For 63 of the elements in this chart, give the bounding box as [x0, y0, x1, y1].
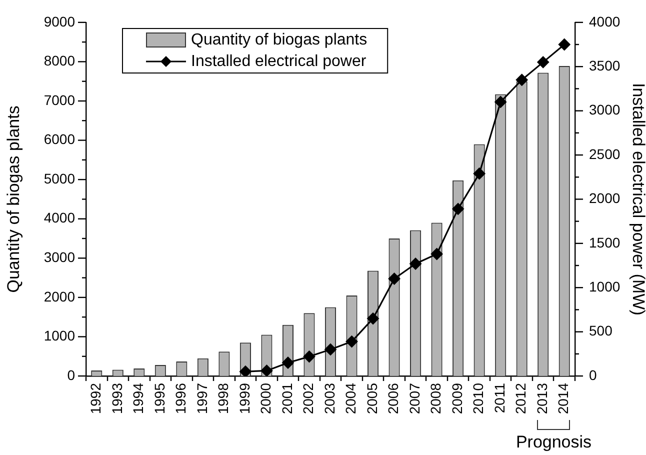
- legend-label: Installed electrical power: [191, 52, 367, 70]
- y2-tick-label: 1000: [589, 278, 620, 294]
- y-tick-label: 0: [67, 366, 76, 383]
- point: [388, 272, 400, 285]
- y-tick-label: 5000: [44, 170, 76, 186]
- x-tick-label: 1999: [236, 382, 252, 414]
- point: [430, 248, 443, 260]
- x-tick-label: 2004: [342, 382, 359, 414]
- point: [452, 202, 464, 215]
- point: [558, 38, 570, 50]
- x-tick-label: 2009: [448, 382, 465, 414]
- x-tick-label: 2007: [406, 382, 422, 414]
- x-tick-label: 1996: [172, 382, 189, 414]
- x-tick-label: 2002: [300, 382, 316, 414]
- y-tick-label: 1000: [44, 328, 76, 344]
- point: [367, 312, 380, 325]
- point: [324, 343, 336, 356]
- y2-tick-label: 2000: [589, 190, 620, 206]
- x-tick-label: 2014: [555, 382, 572, 414]
- x-tick-label: 2010: [470, 382, 486, 414]
- y2-tick-label: 500: [589, 322, 613, 339]
- x-tick-label: 2013: [534, 382, 550, 414]
- x-tick-label: 1994: [130, 382, 146, 414]
- legend-label: Quantity of biogas plants: [191, 31, 368, 48]
- point: [303, 350, 316, 363]
- x-tick-label: 2012: [512, 382, 529, 414]
- x-tick-label: 2008: [428, 382, 444, 414]
- y-axis-title: Quantity of biogas plants: [4, 106, 24, 293]
- x-tick-label: 2001: [278, 382, 295, 414]
- y-tick-label: 4000: [44, 210, 76, 226]
- point: [516, 74, 528, 86]
- point: [239, 366, 252, 376]
- point: [282, 356, 294, 369]
- y-tick-label: 8000: [44, 52, 76, 69]
- y-tick-label: 2000: [44, 288, 76, 304]
- x-tick-label: 2006: [385, 382, 402, 414]
- x-tick-label: 1992: [87, 382, 104, 414]
- x-tick-label: 2003: [321, 382, 338, 414]
- x-tick-label: 1998: [215, 382, 232, 414]
- y2-tick-label: 3500: [589, 57, 620, 74]
- y2-axis-title: Installed electrical power (MW): [628, 82, 646, 316]
- point: [494, 96, 507, 108]
- x-tick-label: 1997: [194, 382, 210, 414]
- point: [537, 56, 550, 68]
- x-tick-label: 1995: [151, 382, 168, 414]
- y2-tick-label: 0: [589, 366, 597, 383]
- text: Prognosis: [516, 432, 592, 452]
- point: [346, 336, 358, 348]
- y2-tick-label: 4000: [589, 13, 620, 30]
- x-tick-label: 2000: [258, 382, 274, 414]
- y-tick-label: 3000: [44, 248, 76, 265]
- point: [260, 364, 273, 376]
- y2-tick-label: 1500: [589, 234, 620, 250]
- y2-tick-label: 2500: [589, 146, 620, 162]
- y-tick-label: 9000: [44, 13, 76, 30]
- point: [473, 168, 486, 180]
- y-tick-label: 6000: [44, 131, 76, 148]
- y2-tick-label: 3000: [589, 102, 620, 118]
- x-tick-label: 1993: [108, 382, 125, 414]
- point: [410, 258, 422, 270]
- x-tick-label: 2005: [364, 382, 380, 414]
- x-tick-label: 2011: [491, 382, 508, 414]
- y-tick-label: 7000: [44, 92, 76, 108]
